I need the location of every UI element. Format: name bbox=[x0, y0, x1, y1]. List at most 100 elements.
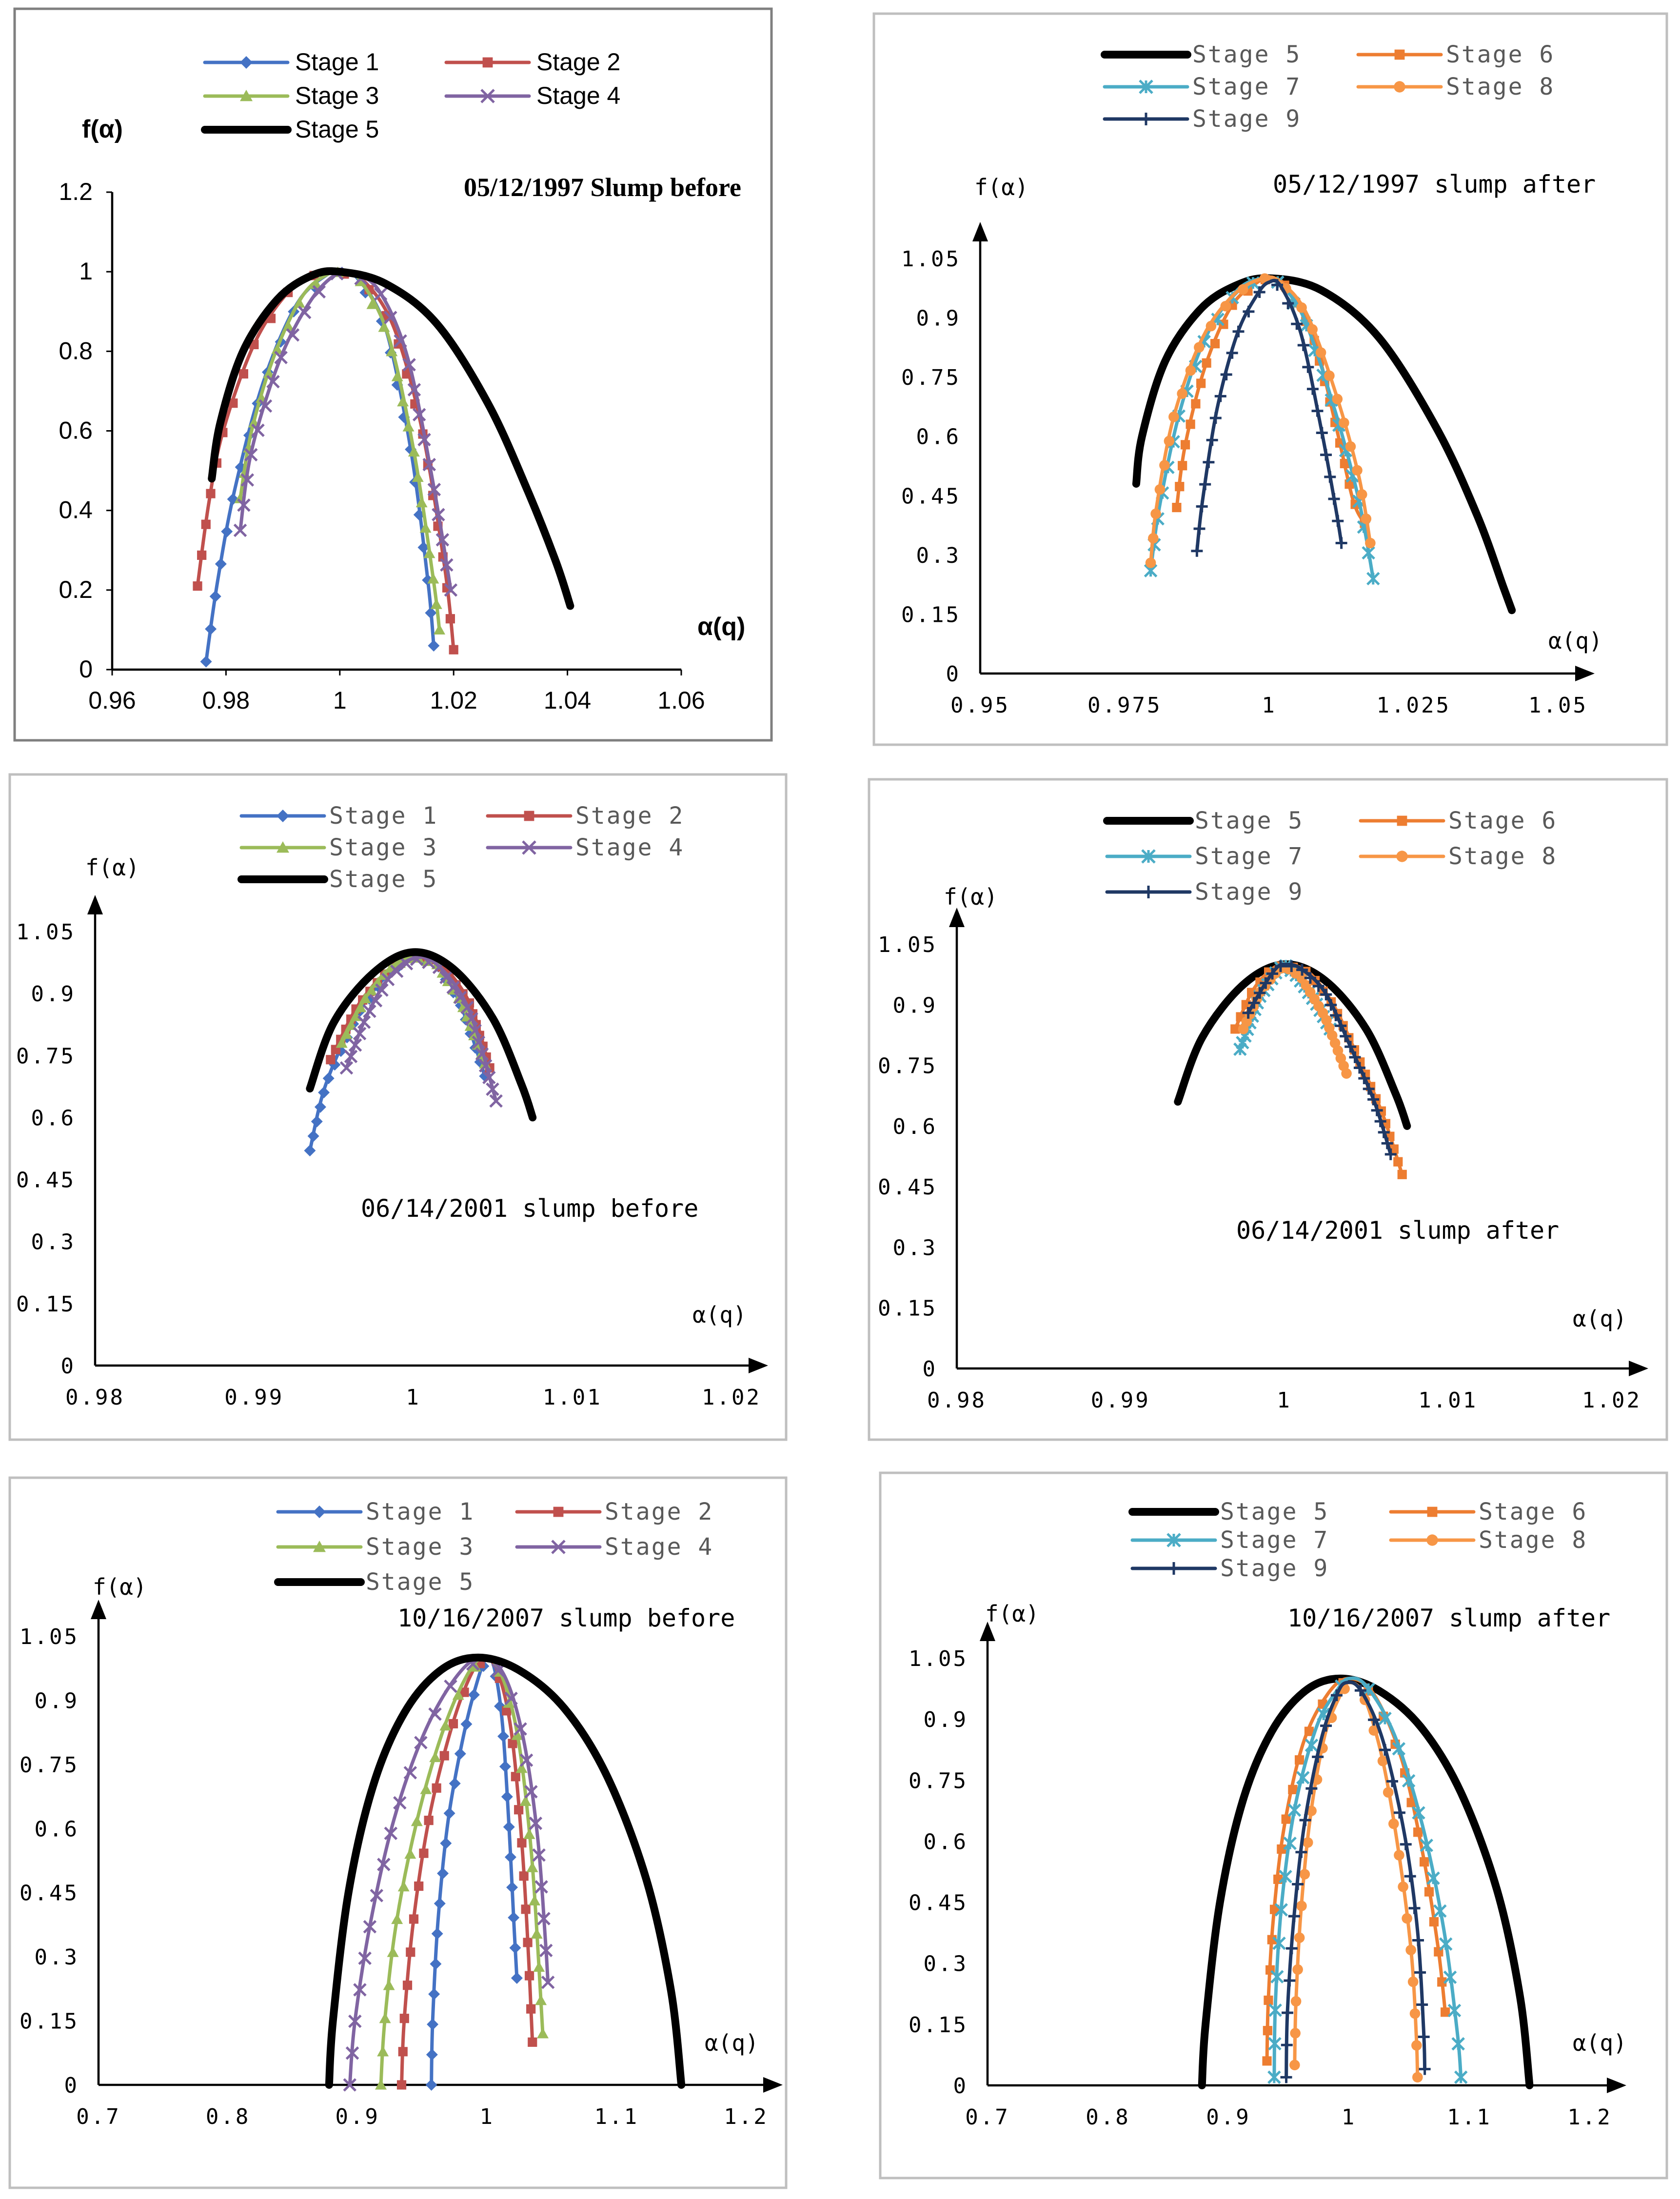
series-stage-9 bbox=[1280, 1680, 1431, 2083]
axes: 0.96 0.98 1 1.02 1.04 1.06 0 0.2 0.4 0.6 0.8 1 1.2 bbox=[59, 178, 705, 714]
y-axis-label: f(α) bbox=[974, 174, 1028, 200]
data-point bbox=[460, 1001, 474, 1014]
data-point bbox=[434, 624, 446, 635]
legend-item: Stage 3 bbox=[276, 1533, 473, 1561]
legend-label: Stage 2 bbox=[536, 48, 620, 76]
data-point bbox=[424, 1816, 434, 1825]
data-point bbox=[1335, 537, 1347, 549]
data-point bbox=[1316, 427, 1328, 439]
legend-label: Stage 8 bbox=[1446, 73, 1555, 100]
data-point bbox=[1194, 342, 1205, 353]
panel-frame bbox=[8, 1476, 788, 2189]
legend-label: Stage 5 bbox=[295, 116, 379, 143]
y-tick-label: 0.6 bbox=[59, 417, 93, 444]
data-point bbox=[345, 1019, 357, 1030]
series-group bbox=[325, 1653, 686, 2092]
data-point bbox=[193, 581, 202, 591]
y-tick-label: 1.05 bbox=[901, 247, 961, 272]
data-point bbox=[1374, 1115, 1386, 1128]
data-point bbox=[509, 1941, 521, 1954]
data-point bbox=[537, 2027, 549, 2039]
legend-label: Stage 1 bbox=[366, 1498, 474, 1525]
x-axis-label: α(q) bbox=[1573, 2030, 1627, 2056]
data-point bbox=[1371, 1104, 1383, 1116]
series-line bbox=[306, 948, 537, 1122]
legend-item: Stage 8 bbox=[1359, 843, 1556, 870]
data-point bbox=[359, 992, 371, 1004]
y-tick-label: 0.75 bbox=[878, 1054, 937, 1079]
data-point bbox=[1209, 412, 1222, 424]
data-point bbox=[353, 1983, 367, 1997]
legend-label: Stage 9 bbox=[1195, 878, 1304, 906]
x-tick-label: 0.8 bbox=[1086, 2105, 1130, 2130]
legend-item: Stage 3 bbox=[239, 834, 436, 861]
data-point bbox=[1306, 383, 1319, 395]
data-point bbox=[1237, 284, 1248, 295]
data-point bbox=[1424, 1887, 1434, 1897]
legend: Stage 5 Stage 6 Stage 7 Stage 8 Stage 9 bbox=[1128, 1498, 1586, 1582]
legend-item: Stage 5 bbox=[1128, 1498, 1327, 1525]
legend: Stage 5 Stage 6 Stage 7 Stage 8 Stage 9 bbox=[1101, 41, 1555, 133]
data-point bbox=[506, 1882, 518, 1894]
data-point bbox=[1393, 1806, 1405, 1819]
data-point bbox=[1384, 1148, 1397, 1160]
x-axis-arrow bbox=[763, 2077, 783, 2093]
chart-title: 06/14/2001 slump before bbox=[361, 1194, 698, 1223]
data-point bbox=[1324, 471, 1336, 483]
y-tick-label: 0.45 bbox=[878, 1175, 937, 1200]
legend-marker bbox=[482, 57, 493, 68]
data-point bbox=[412, 408, 426, 422]
data-point bbox=[1353, 1062, 1365, 1074]
chart-panel-2: 0.95 0.975 1 1.025 1.05 0 0.15 0.3 0.45 0.6 0.75 0.… bbox=[872, 12, 1668, 746]
data-point bbox=[1296, 1901, 1307, 1911]
legend-marker bbox=[313, 1506, 326, 1518]
data-point bbox=[1416, 1999, 1428, 2011]
data-point bbox=[414, 1736, 428, 1749]
data-point bbox=[430, 1958, 442, 1970]
data-point bbox=[1377, 1756, 1388, 1766]
y-axis-arrow bbox=[87, 895, 103, 914]
data-point bbox=[384, 1826, 398, 1841]
legend-item: Stage 4 bbox=[515, 1533, 712, 1561]
data-point bbox=[519, 1795, 532, 1806]
legend-marker bbox=[1426, 1534, 1438, 1546]
data-point bbox=[365, 985, 377, 995]
data-point bbox=[1202, 358, 1211, 368]
y-tick-label: 1 bbox=[79, 258, 93, 285]
data-point bbox=[1281, 1814, 1291, 1824]
data-point bbox=[370, 1889, 384, 1902]
x-tick-label: 1.05 bbox=[1528, 693, 1588, 718]
legend-item: Stage 9 bbox=[1103, 105, 1300, 133]
legend: Stage 5 Stage 6 Stage 7 Stage 8 Stage 9 bbox=[1103, 807, 1556, 906]
y-axis-label: f(α) bbox=[944, 884, 998, 910]
data-point bbox=[312, 285, 326, 299]
data-point bbox=[1268, 2003, 1282, 2017]
data-point bbox=[422, 457, 436, 472]
legend-label: Stage 3 bbox=[295, 82, 379, 109]
series-stage-9 bbox=[1191, 278, 1347, 557]
legend-marker bbox=[240, 56, 253, 69]
data-point bbox=[1154, 484, 1166, 495]
x-axis-label: α(q) bbox=[1573, 1306, 1627, 1332]
data-point bbox=[240, 473, 255, 487]
data-point bbox=[1281, 2039, 1293, 2051]
data-point bbox=[501, 1791, 513, 1803]
series-stage-9 bbox=[1242, 960, 1397, 1160]
data-point bbox=[1354, 1684, 1366, 1697]
data-point bbox=[209, 590, 221, 602]
data-point bbox=[1230, 1024, 1240, 1034]
data-point bbox=[1191, 399, 1201, 409]
data-point bbox=[439, 1751, 449, 1761]
data-point bbox=[445, 614, 455, 624]
data-point bbox=[1274, 960, 1286, 972]
data-point bbox=[1447, 2003, 1462, 2018]
series-line bbox=[208, 267, 574, 610]
data-point bbox=[1177, 388, 1187, 399]
series-stage-4 bbox=[343, 1656, 555, 2092]
legend-item: Stage 6 bbox=[1359, 807, 1556, 834]
data-point bbox=[1185, 365, 1196, 376]
legend-marker bbox=[1166, 1533, 1181, 1547]
data-point bbox=[1283, 1836, 1297, 1850]
data-point bbox=[435, 533, 450, 547]
data-point bbox=[1402, 1913, 1412, 1924]
